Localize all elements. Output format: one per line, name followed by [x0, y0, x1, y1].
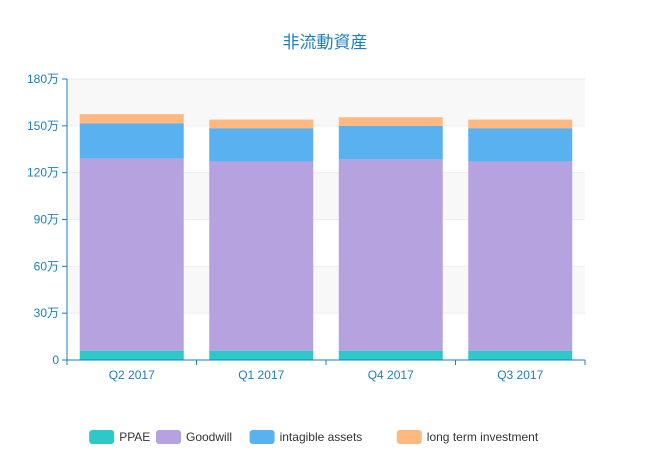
legend-swatch	[156, 430, 181, 444]
legend-item-long-term-investment[interactable]: long term investment	[396, 430, 539, 444]
bar-ppae-q1-2017[interactable]	[209, 350, 314, 360]
bar-intagible-assets-q2-2017[interactable]	[79, 123, 184, 159]
bar-intagible-assets-q4-2017[interactable]	[338, 125, 443, 160]
bar-long-term-investment-q1-2017[interactable]	[209, 119, 314, 129]
legend-swatch	[89, 430, 115, 444]
bar-long-term-investment-q2-2017[interactable]	[79, 114, 184, 124]
legend-label: intagible assets	[280, 430, 363, 444]
y-tick-label: 150万	[27, 119, 59, 133]
y-tick-label: 60万	[34, 259, 59, 273]
bar-goodwill-q4-2017[interactable]	[338, 159, 443, 351]
legend-swatch	[396, 430, 422, 444]
bar-ppae-q3-2017[interactable]	[468, 350, 573, 360]
y-tick-label: 120万	[27, 166, 59, 180]
bar-intagible-assets-q3-2017[interactable]	[468, 128, 573, 162]
y-tick-label: 90万	[34, 213, 59, 227]
bar-long-term-investment-q3-2017[interactable]	[468, 119, 573, 129]
y-tick-label: 0	[52, 353, 59, 367]
x-tick-label: Q1 2017	[238, 368, 284, 382]
bar-ppae-q2-2017[interactable]	[79, 350, 184, 360]
bar-ppae-q4-2017[interactable]	[338, 350, 443, 360]
x-tick-label: Q3 2017	[497, 368, 543, 382]
y-tick-label: 180万	[27, 72, 59, 86]
legend-label: long term investment	[427, 430, 539, 444]
legend-item-intagible-assets[interactable]: intagible assets	[249, 430, 363, 444]
y-tick-label: 30万	[34, 306, 59, 320]
bar-goodwill-q3-2017[interactable]	[468, 161, 573, 351]
x-tick-label: Q4 2017	[368, 368, 414, 382]
legend-item-goodwill[interactable]: Goodwill	[156, 430, 232, 444]
bar-intagible-assets-q1-2017[interactable]	[209, 128, 314, 162]
chart-title: 非流動資産	[282, 33, 368, 52]
bar-goodwill-q2-2017[interactable]	[79, 158, 184, 351]
bar-long-term-investment-q4-2017[interactable]	[338, 117, 443, 126]
legend-label: Goodwill	[186, 430, 232, 444]
x-tick-label: Q2 2017	[109, 368, 155, 382]
legend-item-ppae[interactable]: PPAE	[89, 430, 150, 444]
bar-goodwill-q1-2017[interactable]	[209, 161, 314, 351]
legend-label: PPAE	[119, 430, 150, 444]
legend-swatch	[249, 430, 275, 444]
